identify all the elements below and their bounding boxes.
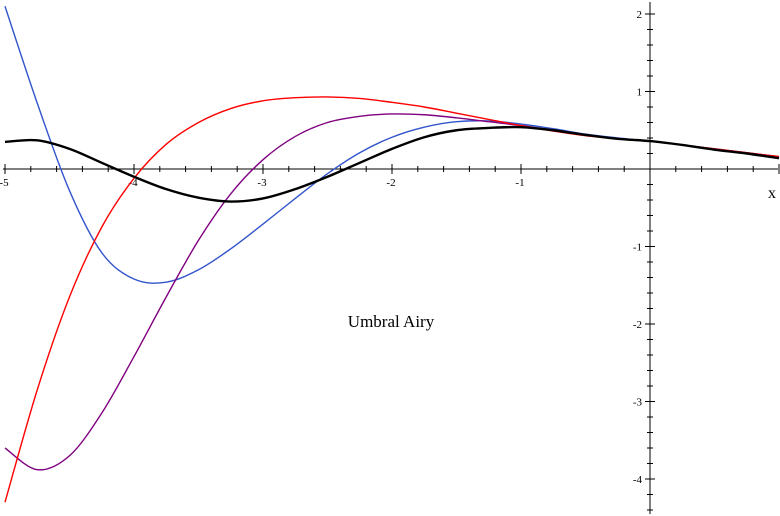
series-curve-0 xyxy=(4,125,780,203)
x-tick-label: -1 xyxy=(515,177,524,189)
y-tick-label: -2 xyxy=(633,319,642,331)
y-tick-label: -4 xyxy=(633,474,643,486)
curves xyxy=(4,6,780,503)
x-tick-label: -3 xyxy=(257,177,267,189)
x-tick-label: -4 xyxy=(128,177,138,189)
x-tick-label: -2 xyxy=(386,177,395,189)
y-tick-label: -3 xyxy=(633,397,643,409)
y-tick-label: 2 xyxy=(637,9,643,21)
x-axis-label: x xyxy=(768,185,776,202)
y-tick-label: 1 xyxy=(637,87,643,99)
series-curve-2 xyxy=(4,6,780,284)
x-tick-label: -5 xyxy=(0,177,9,189)
series-curve-1 xyxy=(4,96,780,503)
chart-annotation: Umbral Airy xyxy=(348,312,435,331)
y-tick-label: -1 xyxy=(633,242,642,254)
labels: x Umbral Airy xyxy=(348,185,776,331)
